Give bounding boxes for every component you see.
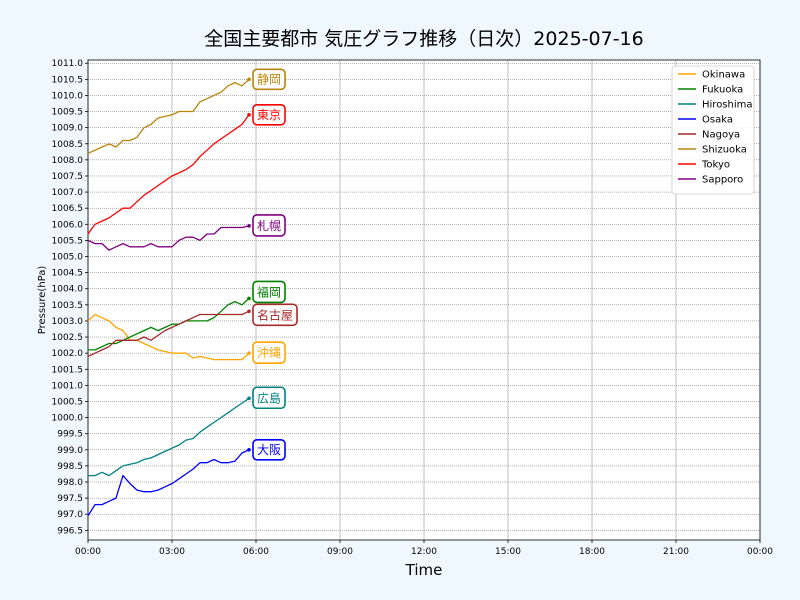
- series-endpoint-sapporo: [247, 224, 251, 228]
- series-line-okinawa: [87, 313, 250, 361]
- legend-box: [671, 65, 755, 195]
- y-tick-label: 1007.0: [52, 188, 84, 198]
- series-line-nagoya: [87, 310, 250, 357]
- series-endpoint-osaka: [247, 447, 251, 452]
- series-line-shizuoka: [87, 78, 250, 154]
- y-tick-label: 1001.5: [52, 365, 84, 375]
- legend-entry-tokyo: Tokyo: [701, 160, 730, 171]
- y-tick-label: 1000.0: [52, 414, 84, 424]
- series-endpoint-nagoya: [247, 309, 251, 314]
- y-tick-label: 1009.5: [52, 108, 84, 118]
- legend-entry-okinawa: Okinawa: [702, 70, 745, 81]
- y-tick-label: 1011.0: [52, 59, 84, 69]
- series-line-sapporo: [87, 225, 250, 251]
- x-tick-label: 09:00: [327, 547, 353, 557]
- y-tick-label: 1000.5: [52, 397, 84, 407]
- y-tick-label: 1004.5: [52, 269, 84, 279]
- y-tick-label: 1004.0: [52, 285, 84, 295]
- y-tick-label: 997.5: [57, 494, 83, 504]
- y-tick-label: 1010.0: [52, 91, 84, 101]
- x-tick-label: 00:00: [75, 547, 101, 557]
- x-tick-label: 21:00: [663, 547, 689, 557]
- end-label-osaka: 大阪: [257, 443, 281, 457]
- y-tick-label: 997.0: [57, 510, 83, 520]
- end-label-box-hiroshima: [252, 386, 286, 410]
- x-tick-label: 15:00: [495, 547, 521, 557]
- y-tick-label: 1008.5: [52, 140, 84, 150]
- y-tick-label: 1002.5: [52, 333, 84, 343]
- plot-frame: [87, 59, 761, 541]
- legend-entry-nagoya: Nagoya: [702, 130, 740, 141]
- y-tick-label: 998.0: [57, 478, 83, 488]
- series-endpoint-shizuoka: [247, 77, 251, 82]
- legend: Okinawa Fukuoka Hiroshima Osaka Nagoya Shizuo…: [671, 65, 755, 195]
- end-label-nagoya: 名古屋: [257, 307, 293, 322]
- y-tick-label: 998.5: [57, 462, 83, 472]
- y-tick-label: 996.5: [57, 526, 83, 536]
- legend-entry-fukuoka: Fukuoka: [702, 85, 743, 96]
- y-tick-label: 1009.0: [52, 124, 84, 134]
- end-label-box-fukuoka: [252, 280, 286, 304]
- end-label-tokyo: 東京: [257, 108, 281, 122]
- x-tick-label: 03:00: [159, 547, 185, 557]
- end-label-shizuoka: 静岡: [257, 72, 281, 86]
- y-tick-label: 1007.5: [52, 172, 84, 182]
- end-label-box-nagoya: [252, 303, 298, 327]
- chart-title: 全国主要都市 気圧グラフ推移（日次）2025-07-16: [204, 28, 643, 50]
- y-tick-label: 999.0: [57, 446, 83, 456]
- series-endpoint-hiroshima: [247, 396, 251, 401]
- legend-entry-sapporo: Sapporo: [702, 175, 743, 186]
- x-tick-label: 00:00: [747, 547, 773, 557]
- end-label-okinawa: 沖縄: [257, 345, 281, 360]
- y-tick-label: 1003.0: [52, 317, 84, 327]
- end-label-box-osaka: [252, 438, 286, 461]
- x-tick-label: 12:00: [411, 547, 437, 557]
- end-label-sapporo: 札幌: [257, 218, 281, 233]
- series-endpoint-tokyo: [247, 112, 251, 117]
- end-label-box-shizuoka: [252, 68, 286, 91]
- y-tick-label: 1005.5: [52, 236, 84, 246]
- y-tick-label: 999.5: [57, 430, 83, 440]
- legend-entry-hiroshima: Hiroshima: [702, 100, 753, 111]
- legend-entry-osaka: Osaka: [702, 115, 733, 126]
- y-tick-label: 1002.0: [52, 349, 84, 359]
- y-tick-label: 1010.5: [52, 75, 84, 85]
- series-line-hiroshima: [88, 397, 250, 477]
- y-tick-label: 1001.0: [52, 381, 84, 391]
- x-tick-label: 18:00: [579, 547, 605, 557]
- y-tick-label: 1005.0: [52, 253, 84, 263]
- series-line-fukuoka: [88, 297, 250, 351]
- end-label-fukuoka: 福岡: [257, 284, 281, 299]
- series-line-osaka: [87, 449, 250, 517]
- y-tick-label: 1006.5: [52, 204, 84, 214]
- y-tick-label: 1003.5: [52, 301, 84, 311]
- series-line-tokyo: [87, 114, 250, 235]
- series-endpoint-okinawa: [247, 351, 251, 355]
- y-tick-label: 1006.0: [52, 220, 84, 230]
- legend-entry-shizuoka: Shizuoka: [702, 145, 747, 156]
- end-label-box-tokyo: [252, 103, 286, 126]
- y-axis-label: Pressure(hPa): [37, 266, 48, 335]
- end-label-box-sapporo: [252, 214, 286, 237]
- x-tick-label: 06:00: [243, 547, 269, 557]
- end-label-hiroshima: 広島: [257, 390, 281, 405]
- end-label-box-okinawa: [252, 341, 286, 364]
- plot-area: 996.5 997.0 997.5 998.0 998.5 999.0 999.5 1000.…: [52, 59, 774, 557]
- y-tick-label: 1008.0: [52, 156, 84, 166]
- series-endpoint-fukuoka: [247, 296, 251, 301]
- x-axis-label: Time: [405, 561, 443, 579]
